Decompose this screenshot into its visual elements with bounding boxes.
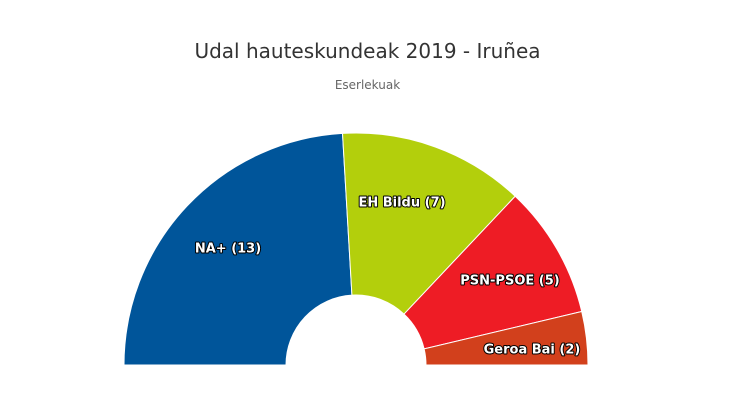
slice-label: EH Bildu (7) — [358, 196, 445, 211]
slice-na[interactable] — [123, 132, 353, 366]
labels-group: NA+ (13) EH Bildu (7) PSN-PSOE (5) Geroa Ba… — [194, 195, 582, 359]
slices-group — [123, 132, 589, 366]
slice-label: PSN-PSOE (5) — [460, 274, 559, 289]
slice-label: NA+ (13) — [195, 242, 261, 257]
slice-label: Geroa Bai (2) — [484, 343, 581, 358]
chart-title: Udal hauteskundeak 2019 - Iruñea — [194, 39, 540, 63]
chart-subtitle: Eserlekuak — [335, 78, 400, 92]
slice-eh-bildu[interactable] — [341, 132, 516, 315]
slice-geroa-bai[interactable] — [423, 310, 589, 366]
slice-psn-psoe[interactable] — [403, 195, 583, 350]
